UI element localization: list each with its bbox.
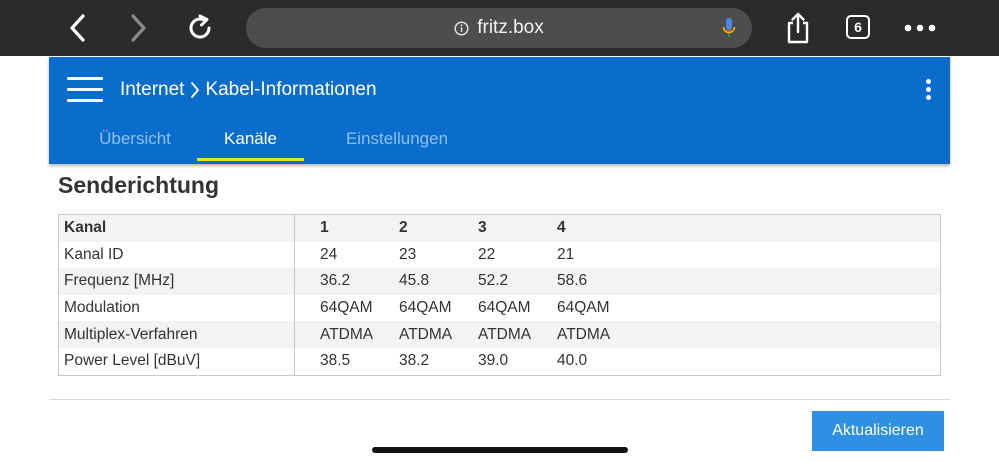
breadcrumb-current: Kabel-Informationen (205, 79, 377, 100)
home-indicator (372, 447, 628, 453)
tabs-icon[interactable]: 6 (846, 15, 870, 39)
more-icon[interactable] (900, 8, 940, 48)
table-header-label: Kanal (58, 214, 295, 242)
tab-uebersicht[interactable]: Übersicht (99, 129, 171, 148)
tab-einstellungen[interactable]: Einstellungen (345, 129, 449, 148)
info-icon[interactable] (454, 20, 469, 36)
table-cell: 64QAM (557, 294, 636, 322)
table-row: Frequenz [MHz] 36.2 45.8 52.2 58.6 (58, 268, 941, 295)
table-row: Power Level [dBuV] 38.5 38.2 39.0 40.0 (58, 347, 941, 376)
table-header-cell: 1 (294, 214, 399, 242)
address-bar[interactable]: fritz.box (246, 8, 752, 48)
table-header-row: Kanal 1 2 3 4 (58, 214, 941, 242)
table-cell: 64QAM (399, 294, 478, 322)
back-icon[interactable] (58, 8, 98, 48)
table-cell: 64QAM (478, 294, 557, 322)
chevron-right-icon (190, 81, 200, 99)
table-cell: 58.6 (557, 268, 636, 295)
table-cell: 39.0 (478, 347, 557, 376)
divider (49, 399, 950, 400)
table-cell: 45.8 (399, 268, 478, 295)
row-label: Power Level [dBuV] (58, 347, 295, 376)
breadcrumb: Internet Kabel-Informationen (120, 76, 377, 104)
table-cell: 36.2 (294, 268, 399, 295)
reload-icon[interactable] (180, 8, 220, 48)
share-icon[interactable] (778, 8, 818, 48)
table-header-cell: 3 (478, 214, 557, 242)
refresh-button[interactable]: Aktualisieren (812, 411, 944, 451)
url-text: fritz.box (477, 17, 544, 38)
row-label: Frequenz [MHz] (58, 268, 295, 295)
table-cell: 38.2 (399, 347, 478, 376)
section-title: Senderichtung (58, 172, 220, 198)
table-cell: 21 (557, 241, 636, 269)
table-cell: 64QAM (294, 294, 399, 322)
channel-table: Kanal 1 2 3 4 Kanal ID 24 23 22 21 Frequ… (58, 214, 941, 376)
kebab-menu-icon[interactable] (925, 79, 933, 101)
table-cell: 23 (399, 241, 478, 269)
table-header-cell: 2 (399, 214, 478, 242)
table-cell: 24 (294, 241, 399, 269)
active-tab-indicator (197, 158, 304, 161)
table-row: Multiplex-Verfahren ATDMA ATDMA ATDMA AT… (58, 321, 941, 348)
row-label: Modulation (58, 294, 295, 322)
table-row: Kanal ID 24 23 22 21 (58, 241, 941, 269)
table-cell: 38.5 (294, 347, 399, 376)
app-header: Internet Kabel-Informationen Übersicht K… (49, 57, 950, 164)
row-label: Multiplex-Verfahren (58, 321, 295, 348)
table-row: Modulation 64QAM 64QAM 64QAM 64QAM (58, 294, 941, 322)
table-header-cell: 4 (557, 214, 636, 242)
table-cell: ATDMA (478, 321, 557, 348)
table-cell: ATDMA (294, 321, 399, 348)
table-cell: 52.2 (478, 268, 557, 295)
tab-kanaele[interactable]: Kanäle (224, 129, 277, 148)
microphone-icon[interactable] (722, 17, 736, 44)
table-cell: 40.0 (557, 347, 636, 376)
browser-toolbar: fritz.box 6 (0, 0, 999, 56)
table-cell: 22 (478, 241, 557, 269)
breadcrumb-parent[interactable]: Internet (120, 79, 185, 100)
table-cell: ATDMA (399, 321, 478, 348)
row-label: Kanal ID (58, 241, 295, 269)
table-cell: ATDMA (557, 321, 636, 348)
forward-icon[interactable] (118, 8, 158, 48)
menu-icon[interactable] (67, 77, 103, 103)
